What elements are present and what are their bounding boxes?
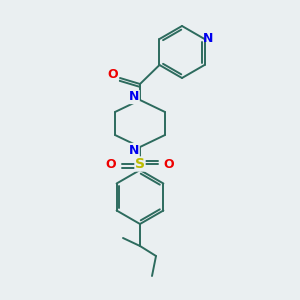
Text: N: N bbox=[129, 143, 139, 157]
Text: N: N bbox=[203, 32, 214, 46]
Text: O: O bbox=[164, 158, 174, 170]
Text: O: O bbox=[106, 158, 116, 170]
Text: N: N bbox=[129, 91, 139, 103]
Text: O: O bbox=[108, 68, 118, 82]
Text: S: S bbox=[135, 157, 145, 171]
